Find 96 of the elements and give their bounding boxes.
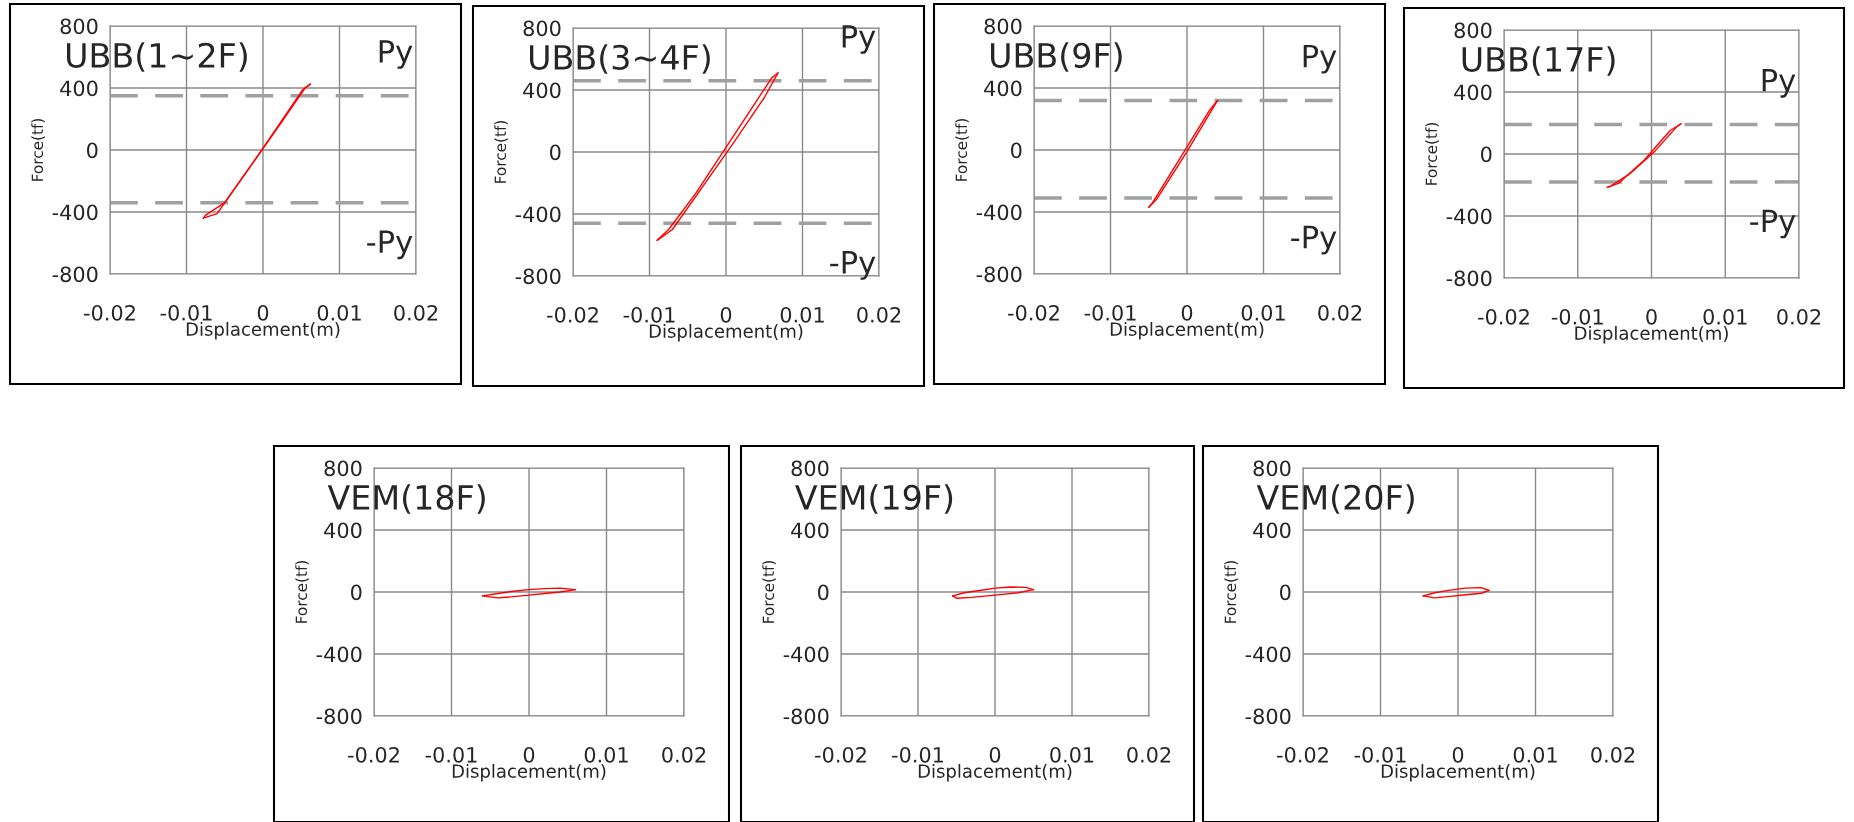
x-tick-label: -0.02 <box>815 746 866 763</box>
x-tick-label: 0.01 <box>1241 304 1285 321</box>
x-tick-label: -0.01 <box>1084 304 1136 321</box>
ref-line-label: Py <box>1303 44 1337 74</box>
y-tick-label: 800 <box>984 18 1022 35</box>
x-axis-title: Displacement(m) <box>452 763 606 782</box>
x-tick-label: 0 <box>1646 308 1657 325</box>
chart-title: VEM(19F) <box>795 484 953 514</box>
x-tick-label: -0.01 <box>425 746 477 763</box>
x-tick-label: 0 <box>1181 304 1193 321</box>
y-axis-title: Force(tf) <box>955 119 969 181</box>
x-tick-label: 0.02 <box>1127 746 1171 763</box>
x-tick-label: 0.02 <box>1777 308 1821 325</box>
x-tick-label: 0.01 <box>1513 746 1557 763</box>
y-tick-label: 400 <box>791 522 829 539</box>
chart-title: VEM(20F) <box>1256 484 1414 514</box>
y-tick-label: 0 <box>1481 146 1492 163</box>
x-axis-title: Displacement(m) <box>1110 321 1264 340</box>
y-tick-label: -400 <box>976 204 1022 221</box>
y-tick-label: -800 <box>1446 270 1492 287</box>
x-tick-label: 0.01 <box>780 306 824 323</box>
y-tick-label: -400 <box>515 206 561 223</box>
y-tick-label: 800 <box>791 460 829 477</box>
y-tick-label: 0 <box>818 584 829 601</box>
x-axis-title: Displacement(m) <box>649 323 803 342</box>
y-axis-title: Force(tf) <box>1224 561 1238 623</box>
ref-line-label: Py <box>1762 69 1796 98</box>
y-tick-label: -800 <box>515 268 561 285</box>
x-tick-label: 0.02 <box>857 306 901 323</box>
y-tick-label: 0 <box>550 144 561 161</box>
x-tick-label: 0.01 <box>1050 746 1094 763</box>
y-tick-label: 800 <box>523 20 561 37</box>
y-tick-label: 400 <box>984 80 1022 97</box>
y-tick-label: 0 <box>87 142 98 159</box>
y-axis-title: Force(tf) <box>31 119 45 181</box>
y-tick-label: 400 <box>60 80 98 97</box>
ref-line-label: -Py <box>1750 209 1796 239</box>
x-tick-label: -0.02 <box>1277 746 1328 763</box>
x-axis-title: Displacement(m) <box>918 763 1072 782</box>
x-tick-label: 0.01 <box>1703 308 1747 325</box>
y-tick-label: 800 <box>1253 460 1291 477</box>
y-tick-label: 0 <box>1280 584 1291 601</box>
x-tick-label: 0 <box>720 306 732 323</box>
chart-title: UBB(1~2F) <box>67 42 247 72</box>
chart-title: VEM(18F) <box>327 484 485 514</box>
y-tick-label: -800 <box>52 266 98 283</box>
x-tick-label: 0.02 <box>662 746 706 763</box>
y-tick-label: -400 <box>316 646 362 663</box>
x-tick-label: -0.02 <box>1478 308 1529 325</box>
y-axis-title: Force(tf) <box>1425 123 1439 185</box>
y-tick-label: -800 <box>316 708 362 725</box>
x-tick-label: -0.01 <box>160 304 212 321</box>
ref-line-label: -Py <box>367 230 413 260</box>
ref-line-label: Py <box>379 40 413 69</box>
y-tick-label: -800 <box>783 708 829 725</box>
chart-title: UBB(3~4F) <box>530 44 710 74</box>
x-axis-title: Displacement(m) <box>186 321 340 340</box>
y-tick-label: 400 <box>1253 522 1291 539</box>
x-axis-title: Displacement(m) <box>1381 763 1535 782</box>
x-tick-label: 0.02 <box>1318 304 1362 321</box>
y-tick-label: -400 <box>1245 646 1291 663</box>
x-axis-title: Displacement(m) <box>1575 325 1728 344</box>
y-tick-label: -800 <box>1245 708 1291 725</box>
y-tick-label: 400 <box>1454 84 1492 101</box>
y-tick-label: 0 <box>351 584 362 601</box>
x-tick-label: -0.01 <box>623 306 675 323</box>
y-tick-label: -400 <box>783 646 829 663</box>
y-tick-label: -400 <box>52 204 98 221</box>
y-tick-label: -400 <box>1446 208 1492 225</box>
y-axis-title: Force(tf) <box>494 121 508 183</box>
y-tick-label: 0 <box>1011 142 1022 159</box>
x-tick-label: 0.01 <box>584 746 628 763</box>
x-tick-label: -0.02 <box>348 746 399 763</box>
ref-line-label: -Py <box>1291 225 1337 255</box>
y-tick-label: 400 <box>523 82 561 99</box>
x-tick-label: -0.01 <box>892 746 944 763</box>
y-tick-label: 800 <box>60 18 98 35</box>
y-tick-label: -800 <box>976 266 1022 283</box>
y-tick-label: 800 <box>324 460 362 477</box>
x-tick-label: -0.02 <box>84 304 135 321</box>
chart-title: UBB(17F) <box>1462 46 1615 76</box>
x-tick-label: -0.01 <box>1354 746 1406 763</box>
y-tick-label: 800 <box>1454 22 1492 39</box>
x-tick-label: 0 <box>257 304 269 321</box>
ref-line-label: -Py <box>830 251 876 280</box>
y-axis-title: Force(tf) <box>762 561 776 623</box>
y-tick-label: 400 <box>324 522 362 539</box>
x-tick-label: -0.01 <box>1551 308 1603 325</box>
x-tick-label: -0.02 <box>1008 304 1059 321</box>
x-tick-label: 0.02 <box>1591 746 1635 763</box>
x-tick-label: 0.01 <box>317 304 361 321</box>
y-axis-title: Force(tf) <box>295 561 309 623</box>
x-tick-label: -0.02 <box>547 306 598 323</box>
x-tick-label: 0.02 <box>394 304 438 321</box>
chart-title: UBB(9F) <box>991 42 1122 72</box>
ref-line-label: Py <box>842 25 876 54</box>
